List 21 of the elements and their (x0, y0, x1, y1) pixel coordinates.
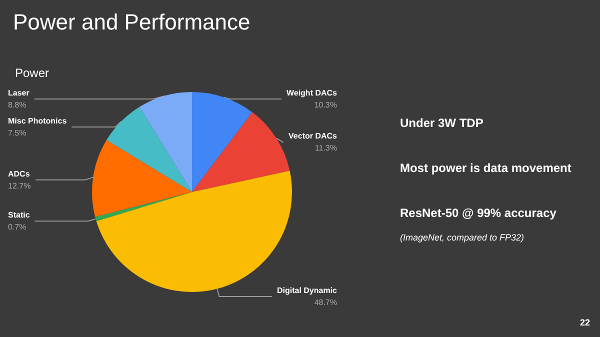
data-label: 10.3% (314, 100, 337, 110)
data-label: 12.7% (8, 181, 31, 190)
slice-label: Weight DACs (286, 88, 338, 98)
data-label: 0.7% (8, 222, 26, 232)
data-label: 7.5% (8, 128, 26, 138)
slice-label: Laser (8, 88, 30, 98)
data-label: 48.7% (314, 298, 337, 308)
chart-subtitle: Power (15, 66, 50, 80)
text: (ImageNet, compared to FP32) (400, 232, 524, 242)
text: Most power is data movement (400, 161, 572, 175)
slice-label: Vector DACs (288, 132, 338, 141)
text: Under 3W TDP (400, 116, 484, 130)
slice-label: Misc Photonics (8, 116, 68, 126)
chart-title: Power and Performance (13, 10, 250, 34)
data-label: 8.8% (8, 100, 26, 110)
text: ResNet-50 @ 99% accuracy (400, 206, 557, 220)
text: 22 (580, 318, 590, 328)
data-label: 11.3% (314, 144, 337, 153)
slice-label: Digital Dynamic (276, 286, 338, 296)
slice-label: ADCs (8, 169, 30, 178)
slice-label: Static (8, 210, 30, 220)
